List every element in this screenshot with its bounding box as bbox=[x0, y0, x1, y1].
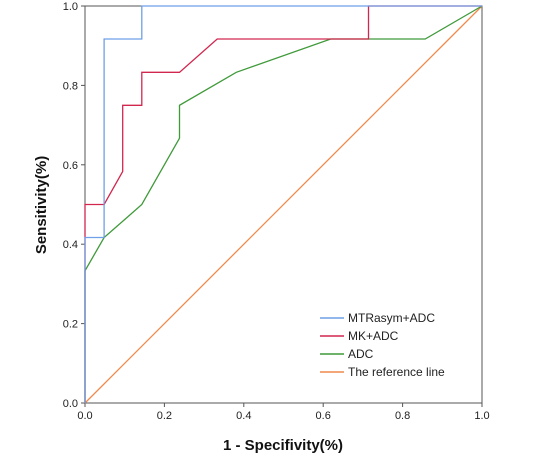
x-axis-title: 1 - Specifivity(%) bbox=[223, 437, 343, 454]
y-tick-label: 0.2 bbox=[63, 319, 78, 331]
series-line-the-reference-line bbox=[84, 5, 483, 404]
x-tick-label: 0.8 bbox=[395, 410, 410, 422]
series-line-mtrasym-adc bbox=[84, 5, 482, 403]
x-tick-label: 0.6 bbox=[316, 410, 331, 422]
y-tick-label: 0.6 bbox=[63, 160, 78, 172]
legend-label: MK+ADC bbox=[348, 329, 399, 343]
y-tick-label: 0.4 bbox=[63, 239, 78, 251]
x-tick-label: 1.0 bbox=[474, 410, 489, 422]
y-tick-label: 1.0 bbox=[63, 1, 78, 13]
legend-label: The reference line bbox=[348, 365, 445, 379]
x-tick-label: 0.0 bbox=[77, 410, 92, 422]
series-layer bbox=[84, 5, 483, 404]
x-tick-label: 0.4 bbox=[236, 410, 251, 422]
series-line-mk-adc bbox=[84, 5, 482, 403]
y-tick-label: 0.8 bbox=[63, 80, 78, 92]
legend: MTRasym+ADC MK+ADC ADC The reference line bbox=[320, 311, 445, 379]
y-tick-label: 0.0 bbox=[63, 398, 78, 410]
axes-layer: 0.0 0.2 0.4 0.6 0.8 1.0 0.0 0.2 0.4 0.6 0.8 1.0 bbox=[63, 1, 490, 422]
legend-label: ADC bbox=[348, 347, 374, 361]
legend-label: MTRasym+ADC bbox=[348, 311, 435, 325]
x-tick-label: 0.2 bbox=[157, 410, 172, 422]
y-axis-title: Sensitivity(%) bbox=[33, 156, 50, 254]
series-line-adc bbox=[84, 5, 483, 403]
